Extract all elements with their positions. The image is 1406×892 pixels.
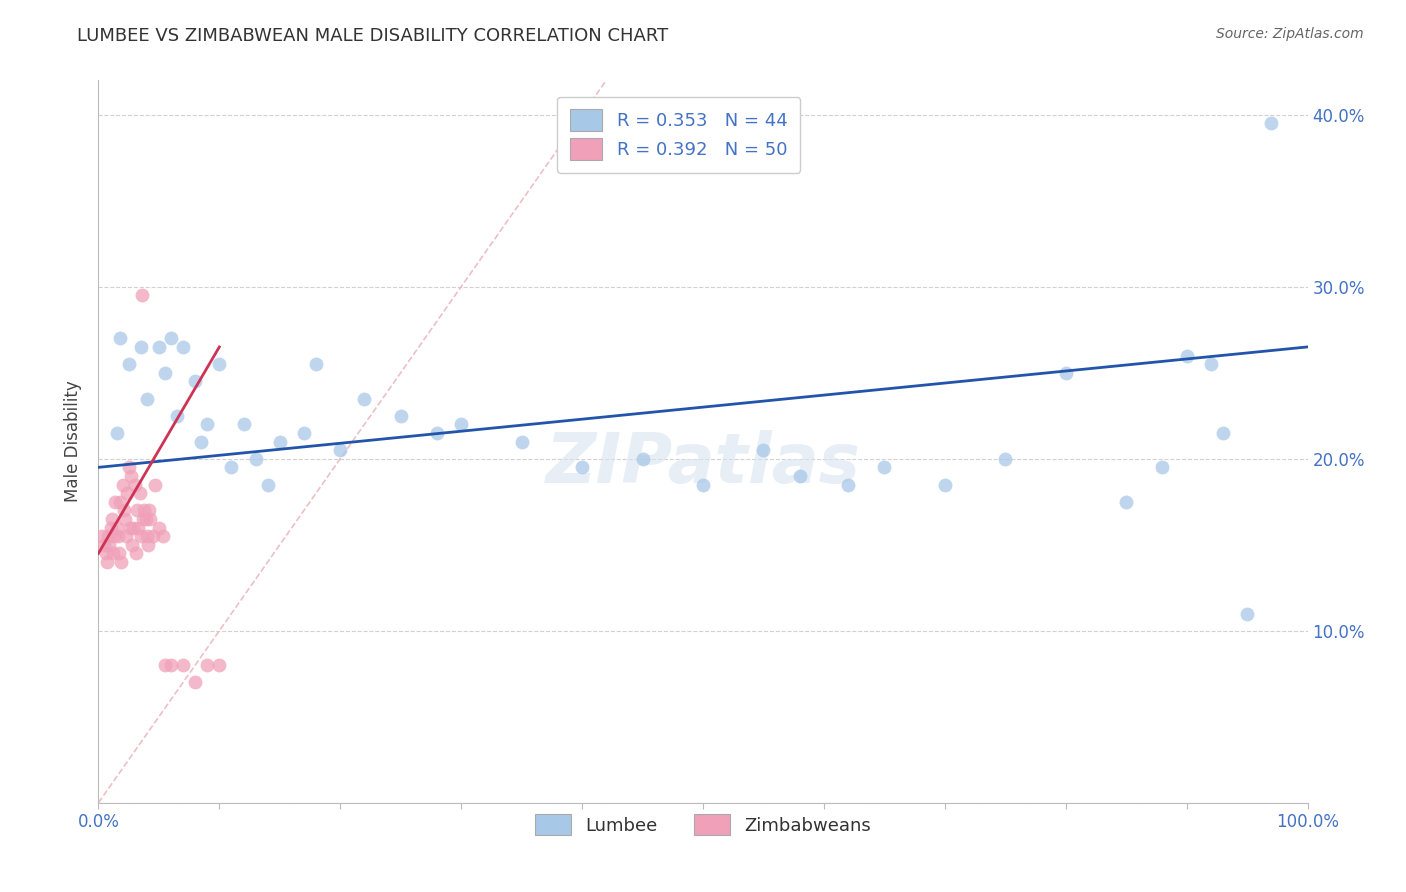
Text: LUMBEE VS ZIMBABWEAN MALE DISABILITY CORRELATION CHART: LUMBEE VS ZIMBABWEAN MALE DISABILITY COR… xyxy=(77,27,669,45)
Point xyxy=(692,477,714,491)
Point xyxy=(353,392,375,406)
Point xyxy=(208,357,231,371)
Point xyxy=(134,503,156,517)
Point xyxy=(148,520,170,534)
Point xyxy=(105,520,128,534)
Point xyxy=(122,520,145,534)
Point xyxy=(153,366,176,380)
Point xyxy=(752,443,775,458)
Point xyxy=(256,477,278,491)
Point xyxy=(1175,349,1198,363)
Point xyxy=(112,503,135,517)
Point xyxy=(135,529,157,543)
Point xyxy=(100,512,122,526)
Point xyxy=(232,417,254,432)
Point xyxy=(329,443,352,458)
Point xyxy=(135,392,157,406)
Point xyxy=(837,477,859,491)
Point xyxy=(1152,460,1174,475)
Point xyxy=(160,331,183,345)
Point xyxy=(96,555,118,569)
Point xyxy=(121,538,143,552)
Point xyxy=(114,512,136,526)
Point xyxy=(152,529,174,543)
Point xyxy=(117,486,139,500)
Point xyxy=(195,658,218,673)
Text: ZIPatlas: ZIPatlas xyxy=(546,430,860,497)
Point xyxy=(110,555,132,569)
Point xyxy=(118,520,141,534)
Point xyxy=(115,529,138,543)
Point xyxy=(292,425,315,440)
Point xyxy=(172,658,194,673)
Point xyxy=(160,658,183,673)
Point xyxy=(631,451,654,466)
Point xyxy=(108,546,131,560)
Point xyxy=(426,425,449,440)
Point xyxy=(143,477,166,491)
Point xyxy=(208,658,231,673)
Point xyxy=(450,417,472,432)
Point xyxy=(111,477,134,491)
Point xyxy=(1212,425,1234,440)
Point xyxy=(221,460,243,475)
Point xyxy=(153,658,176,673)
Point xyxy=(269,434,291,449)
Point xyxy=(136,538,159,552)
Point xyxy=(127,503,149,517)
Point xyxy=(135,512,157,526)
Point xyxy=(107,529,129,543)
Point xyxy=(142,529,165,543)
Point xyxy=(129,340,152,354)
Point xyxy=(118,357,141,371)
Point xyxy=(101,546,124,560)
Point xyxy=(108,494,131,508)
Point xyxy=(873,460,896,475)
Point xyxy=(124,477,146,491)
Point xyxy=(389,409,412,423)
Y-axis label: Male Disability: Male Disability xyxy=(65,381,83,502)
Point xyxy=(127,520,149,534)
Point xyxy=(93,538,115,552)
Point xyxy=(100,520,122,534)
Legend: Lumbee, Zimbabweans: Lumbee, Zimbabweans xyxy=(526,805,880,845)
Point xyxy=(94,546,117,560)
Point xyxy=(571,460,593,475)
Point xyxy=(91,529,114,543)
Point xyxy=(1054,366,1077,380)
Point xyxy=(305,357,328,371)
Point xyxy=(132,512,155,526)
Point xyxy=(108,331,131,345)
Point xyxy=(184,375,207,389)
Point xyxy=(131,288,153,302)
Point xyxy=(139,512,162,526)
Point xyxy=(97,529,120,543)
Point xyxy=(166,409,188,423)
Point xyxy=(148,340,170,354)
Point xyxy=(105,425,128,440)
Point xyxy=(1199,357,1222,371)
Point xyxy=(103,529,125,543)
Point xyxy=(184,675,207,690)
Point xyxy=(1260,116,1282,130)
Point xyxy=(1236,607,1258,621)
Point xyxy=(245,451,267,466)
Point xyxy=(104,494,127,508)
Point xyxy=(129,529,152,543)
Text: Source: ZipAtlas.com: Source: ZipAtlas.com xyxy=(1216,27,1364,41)
Point xyxy=(120,469,142,483)
Point xyxy=(98,538,121,552)
Point xyxy=(195,417,218,432)
Point xyxy=(994,451,1017,466)
Point xyxy=(138,503,160,517)
Point xyxy=(190,434,212,449)
Point xyxy=(510,434,533,449)
Point xyxy=(128,486,150,500)
Point xyxy=(789,469,811,483)
Point xyxy=(118,460,141,475)
Point xyxy=(1115,494,1137,508)
Point xyxy=(125,546,148,560)
Point xyxy=(934,477,956,491)
Point xyxy=(172,340,194,354)
